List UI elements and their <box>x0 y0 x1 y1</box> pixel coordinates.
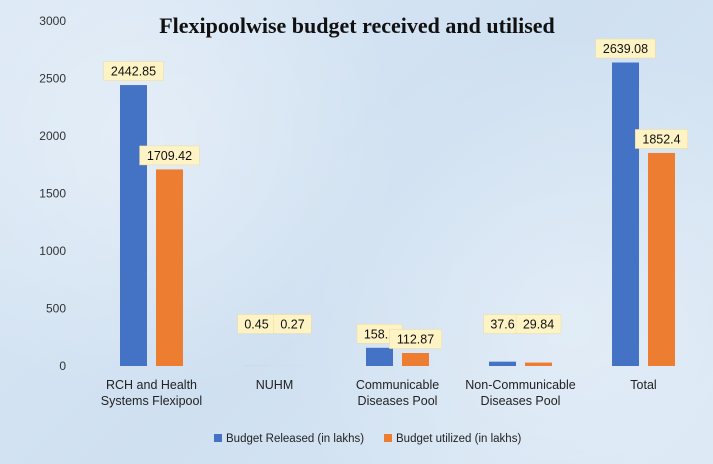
y-tick-label: 2500 <box>39 72 66 86</box>
data-label-text: 158.2 <box>364 327 395 341</box>
data-label-text: 2442.85 <box>111 65 156 79</box>
data-label: 0.45 <box>237 314 276 334</box>
data-label-text: 0.45 <box>244 318 268 332</box>
data-label-text: 0.27 <box>280 318 304 332</box>
data-label: 2442.85 <box>103 61 164 81</box>
x-category-label: Communicable <box>356 378 439 392</box>
bar-utilized <box>402 353 429 366</box>
data-label-text: 1852.4 <box>642 132 680 146</box>
y-tick-label: 3000 <box>39 14 66 28</box>
legend-label: Budget utilized (in lakhs) <box>396 433 521 445</box>
x-category-label: Diseases Pool <box>358 394 438 408</box>
legend-swatch <box>214 434 222 442</box>
x-category-label: NUHM <box>256 378 294 392</box>
x-category-label: RCH and Health <box>106 378 197 392</box>
data-label-text: 112.87 <box>397 333 434 347</box>
data-label-box <box>595 38 656 59</box>
bar-released <box>612 62 639 366</box>
y-tick-label: 2000 <box>39 129 66 143</box>
x-category-label: Diseases Pool <box>481 394 561 408</box>
data-label: 0.27 <box>273 314 312 334</box>
bar-utilized <box>648 152 675 366</box>
legend: Budget Released (in lakhs) Budget utilize… <box>214 433 521 445</box>
bar-released <box>366 347 393 366</box>
data-label: 2639.08 <box>595 38 656 59</box>
data-label-text: 1709.42 <box>147 149 192 163</box>
data-label: 1852.4 <box>635 129 688 149</box>
data-label: 37.6 <box>483 314 522 334</box>
data-label-box <box>389 329 442 349</box>
y-tick-label: 1500 <box>39 187 66 201</box>
x-category-label: Total <box>630 378 656 392</box>
data-labels-group: 2442.85 1709.42 0.45 0.27 158.2 112.87 37.6 29.… <box>103 38 688 349</box>
data-label-box <box>635 129 688 149</box>
data-label: 1709.42 <box>139 145 200 166</box>
x-axis: RCH and Health Systems Flexipool NUHM Commu… <box>101 378 657 408</box>
bars-group <box>120 62 675 366</box>
bar-released <box>120 85 147 366</box>
chart-title: Flexipoolwise budget received and utilis… <box>159 13 555 38</box>
data-label: 112.87 <box>389 329 442 349</box>
bar-released <box>489 361 516 366</box>
legend-swatch <box>384 434 392 442</box>
data-label-text: 29.84 <box>523 318 554 332</box>
data-label-box <box>515 314 562 334</box>
data-label-box <box>103 61 164 81</box>
data-label: 29.84 <box>515 314 562 334</box>
x-category-label: Non-Communicable <box>465 378 576 392</box>
data-label-text: 37.6 <box>490 318 514 332</box>
data-label-box <box>139 145 200 166</box>
y-tick-label: 0 <box>59 359 66 373</box>
bar-utilized <box>156 169 183 366</box>
y-axis: 0 500 1000 1500 2000 2500 3000 <box>39 14 66 373</box>
bar-utilized <box>525 362 552 366</box>
legend-label: Budget Released (in lakhs) <box>226 433 364 445</box>
data-label-text: 2639.08 <box>603 42 648 56</box>
data-label-box <box>273 314 312 334</box>
y-tick-label: 1000 <box>39 244 66 258</box>
y-tick-label: 500 <box>46 302 66 316</box>
x-category-label: Systems Flexipool <box>101 394 202 408</box>
